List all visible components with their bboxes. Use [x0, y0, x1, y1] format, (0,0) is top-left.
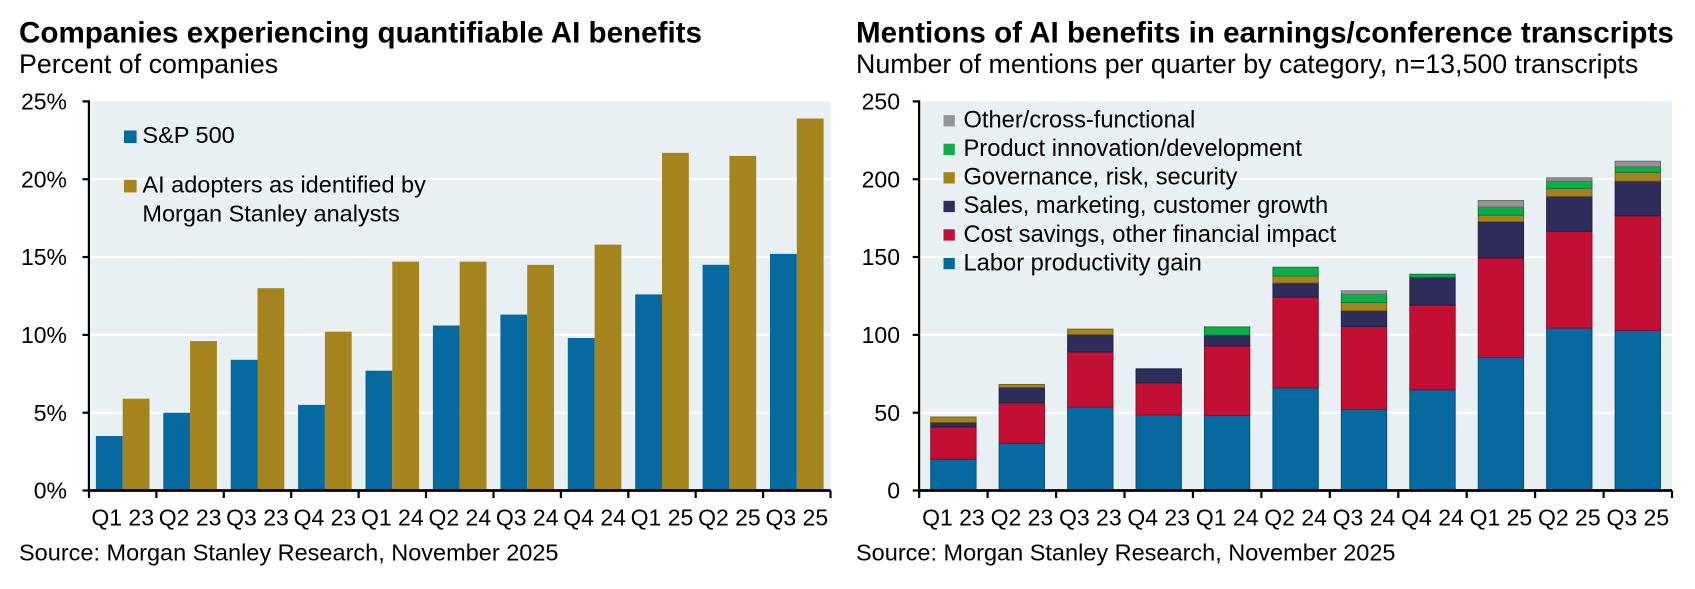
- svg-text:250: 250: [862, 89, 900, 115]
- svg-text:Q4 23: Q4 23: [1127, 504, 1190, 530]
- svg-text:25%: 25%: [21, 89, 67, 115]
- svg-text:100: 100: [862, 322, 900, 348]
- svg-text:20%: 20%: [21, 166, 67, 192]
- svg-text:15%: 15%: [21, 244, 67, 270]
- svg-text:Governance, risk, security: Governance, risk, security: [964, 165, 1238, 191]
- svg-text:Q2 25: Q2 25: [1538, 504, 1601, 530]
- svg-text:Q3 25: Q3 25: [1606, 504, 1669, 530]
- svg-text:50: 50: [874, 400, 900, 426]
- svg-text:150: 150: [862, 244, 900, 270]
- svg-text:S&P 500: S&P 500: [142, 122, 234, 148]
- svg-text:Companies experiencing quantif: Companies experiencing quantifiable AI b…: [19, 17, 702, 50]
- svg-text:Product innovation/development: Product innovation/development: [964, 136, 1303, 162]
- svg-text:Q3 24: Q3 24: [496, 504, 559, 530]
- svg-text:Source: Morgan Stanley Researc: Source: Morgan Stanley Research, Novembe…: [19, 539, 558, 565]
- svg-text:Q1 23: Q1 23: [922, 504, 985, 530]
- svg-text:Q2 24: Q2 24: [1264, 504, 1327, 530]
- svg-text:Number of mentions per quarter: Number of mentions per quarter by catego…: [856, 49, 1638, 79]
- svg-text:5%: 5%: [34, 400, 67, 426]
- svg-text:Source: Morgan Stanley Researc: Source: Morgan Stanley Research, Novembe…: [856, 539, 1395, 565]
- svg-text:0: 0: [887, 478, 900, 504]
- svg-text:Sales, marketing, customer gro: Sales, marketing, customer growth: [964, 193, 1329, 219]
- svg-text:Q3 23: Q3 23: [226, 504, 289, 530]
- svg-text:Q4 24: Q4 24: [1401, 504, 1464, 530]
- svg-text:Q1 23: Q1 23: [91, 504, 154, 530]
- svg-text:Other/cross-functional: Other/cross-functional: [964, 108, 1196, 134]
- svg-text:Mentions of AI benefits in ear: Mentions of AI benefits in earnings/conf…: [856, 17, 1674, 50]
- svg-text:0%: 0%: [34, 478, 67, 504]
- svg-text:Q1 24: Q1 24: [1196, 504, 1259, 530]
- svg-text:Q4 23: Q4 23: [294, 504, 357, 530]
- svg-text:10%: 10%: [21, 322, 67, 348]
- svg-text:Q1 24: Q1 24: [361, 504, 424, 530]
- svg-text:Q3 24: Q3 24: [1333, 504, 1396, 530]
- svg-text:Q3 25: Q3 25: [765, 504, 828, 530]
- svg-text:Percent of companies: Percent of companies: [19, 49, 278, 79]
- svg-text:AI adopters as identified by: AI adopters as identified by: [142, 171, 426, 197]
- svg-text:Q1 25: Q1 25: [631, 504, 694, 530]
- svg-text:Labor productivity gain: Labor productivity gain: [964, 250, 1202, 276]
- svg-text:Q4 24: Q4 24: [563, 504, 626, 530]
- svg-text:Morgan Stanley analysts: Morgan Stanley analysts: [142, 201, 399, 227]
- svg-text:Q2 25: Q2 25: [698, 504, 761, 530]
- svg-text:Cost savings, other financial: Cost savings, other financial impact: [964, 222, 1337, 248]
- svg-text:Q3 23: Q3 23: [1059, 504, 1122, 530]
- svg-text:Q1 25: Q1 25: [1470, 504, 1533, 530]
- svg-text:Q2 23: Q2 23: [159, 504, 222, 530]
- svg-text:200: 200: [862, 166, 900, 192]
- svg-text:Q2 24: Q2 24: [428, 504, 491, 530]
- svg-text:Q2 23: Q2 23: [991, 504, 1054, 530]
